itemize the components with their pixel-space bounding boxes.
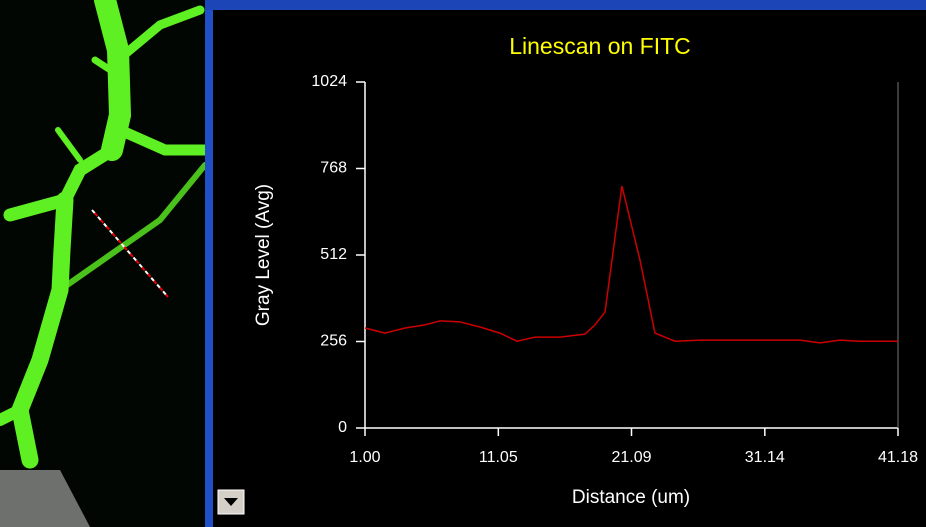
x-tick-label: 11.05	[479, 449, 518, 466]
scan-line	[91, 209, 169, 298]
x-axis-label: Distance (um)	[572, 487, 690, 508]
data-line	[364, 185, 898, 344]
x-tick-label: 31.14	[745, 449, 785, 466]
y-tick-label: 768	[320, 160, 347, 177]
y-tick-label: 512	[320, 246, 347, 263]
button-arrow	[224, 498, 238, 506]
chart-title: Linescan on FITC	[509, 33, 691, 59]
micrograph	[0, 0, 211, 527]
chart: Linescan on FITC Gray Level (Avg) Distan…	[253, 33, 918, 508]
branches	[0, 0, 211, 469]
x-tick-label: 41.18	[878, 449, 918, 466]
x-tick-label: 1.00	[349, 449, 380, 466]
overlay	[0, 470, 90, 527]
x-tick-label: 21.09	[611, 449, 651, 466]
dropdown-button[interactable]	[217, 489, 245, 515]
panel-border	[205, 0, 213, 527]
y-tick-label: 256	[320, 333, 347, 350]
scan-line-red	[91, 209, 169, 298]
title-bar	[205, 0, 926, 10]
y-axis-label: Gray Level (Avg)	[253, 184, 274, 326]
y-tick-label: 1024	[311, 73, 347, 90]
y-tick-label: 0	[338, 419, 347, 436]
